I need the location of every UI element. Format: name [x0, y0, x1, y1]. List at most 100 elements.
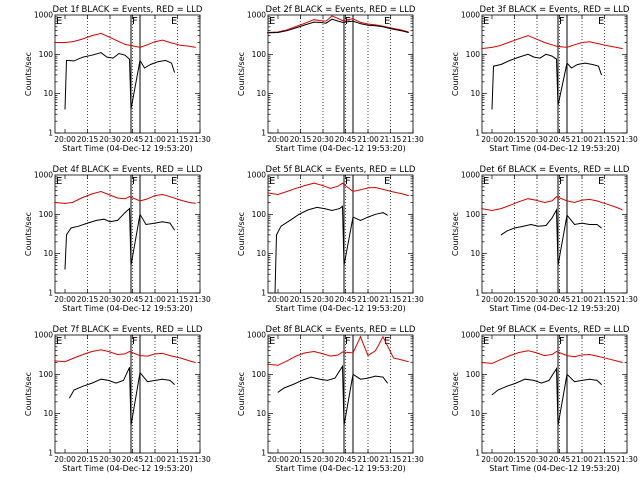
data-point — [180, 199, 181, 201]
data-point — [544, 42, 545, 43]
x-axis-label: Start Time (04-Dec-12 19:53:20) — [489, 304, 620, 313]
y-tick-label: 1000 — [247, 331, 266, 340]
data-point — [574, 224, 575, 225]
data-point — [189, 45, 190, 47]
y-tick-label: 10 — [470, 89, 480, 98]
data-point — [551, 200, 553, 202]
x-tick-label: 21:30 — [402, 135, 424, 144]
data-point — [622, 48, 623, 49]
data-point — [117, 40, 118, 42]
data-point — [129, 196, 130, 198]
data-point — [581, 380, 583, 381]
x-tick-label: 21:00 — [571, 295, 593, 304]
data-point — [596, 224, 598, 225]
data-point — [91, 382, 93, 384]
data-point — [527, 35, 529, 36]
y-tick-label: 1000 — [247, 171, 266, 180]
data-point — [616, 47, 617, 48]
data-point — [295, 187, 297, 189]
data-point — [527, 53, 529, 55]
plot-frame — [267, 174, 414, 294]
data-point — [589, 224, 590, 225]
panel-title: Det 1f BLACK = Events, RED = LLD — [53, 5, 203, 15]
x-axis-label: Start Time (04-Dec-12 19:53:20) — [489, 144, 620, 153]
data-point — [497, 389, 499, 391]
y-tick-label: 1 — [48, 449, 53, 458]
data-point — [82, 385, 84, 387]
data-point — [124, 43, 126, 45]
data-point — [375, 375, 376, 377]
x-tick-label: 21:15 — [380, 135, 402, 144]
data-point — [500, 359, 502, 360]
data-point — [330, 187, 331, 189]
data-point — [72, 41, 73, 43]
y-tick-label: 1000 — [461, 171, 480, 180]
x-tick-label: 20:15 — [504, 295, 526, 304]
data-point — [124, 212, 126, 214]
data-point — [277, 32, 279, 33]
data-point — [73, 389, 75, 391]
data-point — [387, 382, 388, 384]
data-point — [108, 36, 109, 38]
x-tick-label: 21:30 — [189, 135, 211, 144]
data-point — [544, 202, 545, 203]
data-point — [331, 15, 333, 17]
data-point — [367, 23, 369, 25]
data-point — [556, 368, 557, 369]
data-point — [124, 198, 126, 200]
data-point — [367, 377, 369, 379]
data-point — [96, 220, 97, 221]
y-tick-label: 100 — [252, 50, 267, 59]
data-point — [139, 372, 141, 374]
panel-det-4: Det 4f BLACK = Events, RED = LLD 1 10 100 10… — [24, 165, 211, 313]
data-point — [574, 381, 575, 383]
data-point — [545, 225, 547, 226]
data-point — [535, 38, 536, 40]
data-point — [154, 353, 156, 355]
data-point — [298, 213, 300, 215]
panel-det-2: Det 2f BLACK = Events, RED = LLD 1 10 100 10… — [237, 5, 424, 153]
data-point — [286, 29, 288, 31]
attenuator-marker-label: E — [56, 336, 62, 347]
y-axis-label: Counts/sec — [237, 212, 246, 256]
data-point — [162, 39, 163, 41]
data-point — [169, 42, 171, 43]
data-point — [91, 193, 93, 195]
panel-det-8: Det 8f BLACK = Events, RED = LLD 1 10 100 10… — [237, 325, 424, 473]
data-point — [360, 220, 361, 221]
series-line-lld — [54, 32, 196, 48]
data-point — [491, 394, 493, 396]
data-point — [574, 356, 575, 358]
x-tick-label: 20:15 — [504, 455, 526, 464]
data-point — [342, 365, 343, 367]
plot-frame — [481, 174, 628, 294]
data-point — [535, 199, 536, 201]
data-point — [598, 65, 599, 67]
data-point — [169, 222, 171, 224]
data-point — [342, 20, 343, 21]
y-tick-label: 10 — [470, 249, 480, 258]
attenuator-marker-label: E — [56, 16, 62, 27]
data-point — [337, 185, 339, 187]
data-point — [408, 32, 409, 33]
data-point — [566, 214, 568, 216]
x-tick-label: 20:30 — [526, 455, 548, 464]
data-point — [566, 47, 568, 48]
x-axis-label: Start Time (04-Dec-12 19:53:20) — [489, 464, 620, 473]
data-point — [100, 378, 102, 380]
data-point — [280, 225, 282, 227]
x-tick-label: 20:00 — [54, 455, 76, 464]
data-point — [352, 18, 354, 20]
plot-frame — [54, 334, 201, 454]
data-point — [566, 62, 568, 64]
attenuator-marker-label: E — [384, 16, 390, 27]
data-point — [180, 44, 181, 46]
x-axis-label: Start Time (04-Dec-12 19:53:20) — [275, 304, 406, 313]
series-line-lld — [481, 196, 623, 212]
data-point — [72, 202, 73, 203]
data-point — [123, 380, 124, 381]
data-point — [518, 56, 520, 58]
data-point — [491, 47, 493, 48]
x-tick-label: 21:00 — [357, 455, 379, 464]
plot-frame — [481, 14, 628, 134]
